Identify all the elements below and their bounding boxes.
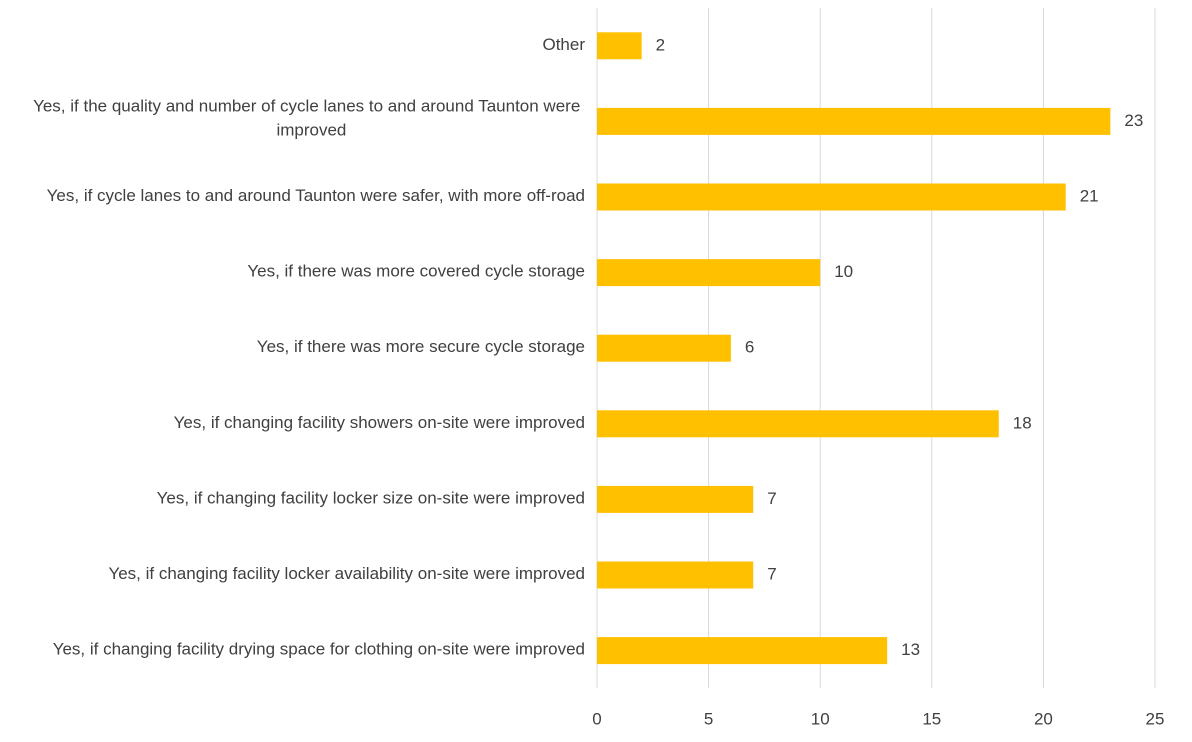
y-tick-label: Yes, if changing facility locker availab… [108,564,585,583]
y-tick-label: Yes, if there was more secure cycle stor… [257,338,585,357]
y-tick-label: Other [542,35,585,54]
y-tick-label: Yes, if changing facility drying space f… [53,640,585,659]
data-label: 23 [1124,111,1143,130]
data-label: 21 [1080,186,1099,205]
bar [597,259,821,287]
bar [597,32,642,60]
x-tick-label: 10 [811,709,830,728]
bar [597,561,754,589]
y-tick-label: Yes, if changing facility locker size on… [157,489,585,508]
bar [597,485,754,513]
y-tick-label: Yes, if cycle lanes to and around Taunto… [47,186,585,205]
data-label: 18 [1013,413,1032,432]
x-tick-label: 20 [1034,709,1053,728]
bar [597,334,731,362]
data-label: 7 [767,564,776,583]
data-label: 7 [767,489,776,508]
bar [597,637,888,665]
data-label: 2 [656,35,665,54]
y-tick-label: Yes, if the quality and number of cycle … [33,97,585,140]
x-tick-label: 0 [592,709,601,728]
data-label: 10 [834,262,853,281]
bar [597,107,1111,135]
y-tick-label: Yes, if changing facility showers on-sit… [174,413,585,432]
bar [597,410,999,438]
data-label: 13 [901,640,920,659]
x-tick-label: 15 [922,709,941,728]
y-tick-label: Yes, if there was more covered cycle sto… [247,262,585,281]
x-tick-label: 25 [1146,709,1165,728]
bar [597,183,1066,211]
data-label: 6 [745,338,754,357]
x-tick-label: 5 [704,709,713,728]
